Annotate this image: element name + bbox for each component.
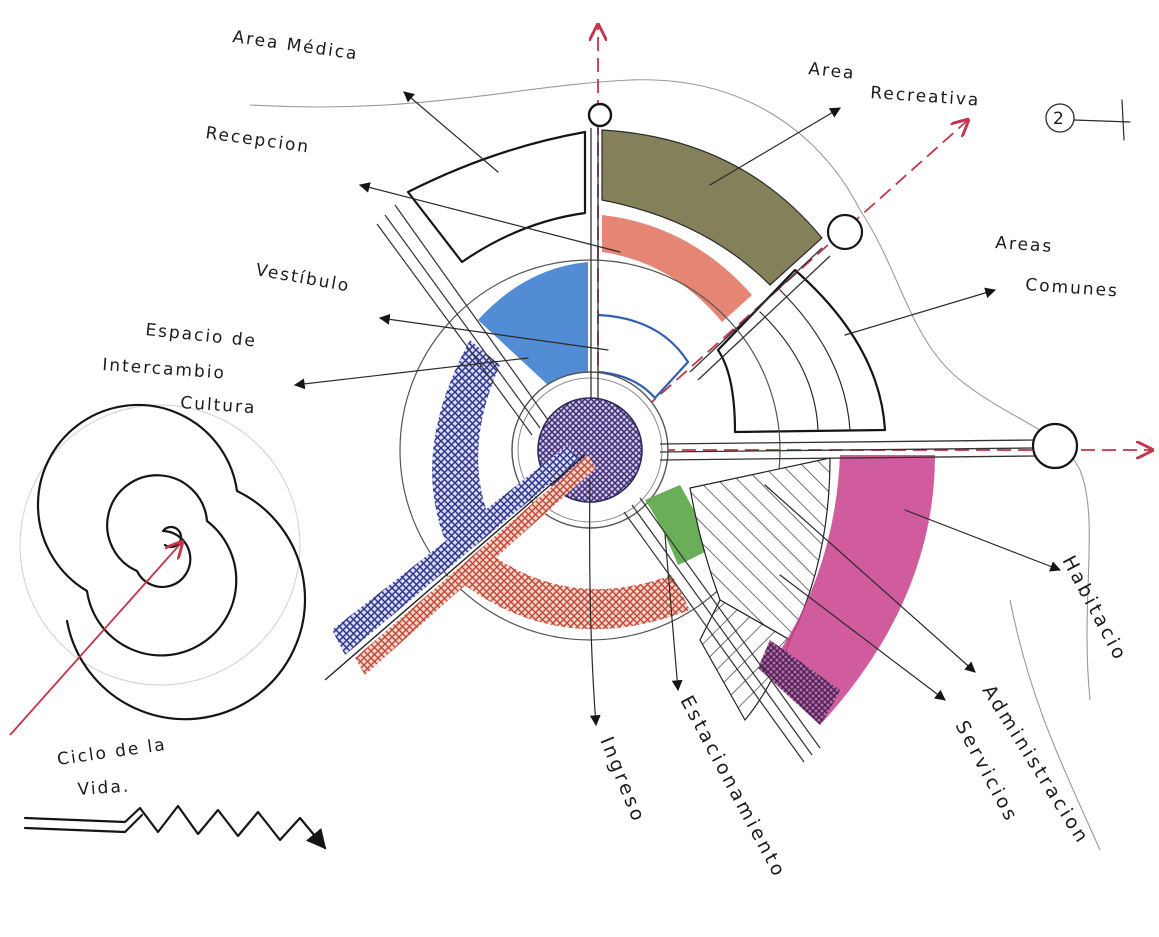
sheet-number-circle bbox=[1045, 103, 1075, 133]
label-habitaciones: Habitacio bbox=[1058, 552, 1132, 665]
wave-arrow bbox=[23, 804, 327, 850]
label-areas-comunes-2: Comunes bbox=[1025, 275, 1120, 301]
zone-estacionamiento bbox=[645, 485, 712, 565]
vestibulo-outline bbox=[597, 313, 690, 400]
corridor-northwest bbox=[376, 204, 549, 436]
zone-intercambio-cultura bbox=[432, 340, 500, 540]
ring-outer bbox=[399, 259, 781, 641]
label-area-recreativa-2: Recreativa bbox=[870, 83, 981, 111]
zone-ingreso bbox=[458, 552, 690, 630]
corridor-southeast bbox=[623, 497, 821, 763]
label-area-recreativa-1: Area bbox=[807, 59, 856, 84]
label-recepcion: Recepcion bbox=[204, 123, 311, 157]
sheet-number: 2 bbox=[1053, 109, 1066, 129]
label-ciclo-1: Ciclo de la bbox=[56, 735, 168, 770]
zone-area-medica bbox=[406, 130, 587, 264]
label-areas-comunes-1: Areas bbox=[995, 233, 1054, 257]
zone-areas-comunes bbox=[716, 268, 887, 434]
site-boundary bbox=[249, 79, 1091, 701]
corridor-southwest-red bbox=[355, 455, 596, 675]
corridor-southwest-line bbox=[324, 454, 586, 681]
access-node-northeast bbox=[826, 213, 864, 251]
label-area-medica: Area Médica bbox=[231, 27, 359, 64]
spiral-ciclo-de-la-vida bbox=[9, 403, 307, 736]
label-ingreso: Ingreso bbox=[595, 734, 650, 827]
corridor-east bbox=[659, 439, 1036, 461]
zone-habitaciones bbox=[770, 455, 935, 725]
label-estacionamiento: Estacionamiento bbox=[676, 692, 791, 882]
corridor-north bbox=[590, 128, 599, 398]
corridor-southwest-navy bbox=[332, 445, 578, 655]
label-espacio-2: Intercambio bbox=[102, 355, 227, 384]
zone-vestibulo bbox=[478, 262, 588, 385]
access-node-north bbox=[587, 102, 613, 128]
corridor-northeast bbox=[689, 247, 831, 381]
label-ciclo-2: Vida. bbox=[77, 776, 131, 800]
zone-habitaciones-hatched bbox=[758, 640, 840, 725]
label-vestibulo: Vestíbulo bbox=[254, 260, 352, 296]
zone-recepcion bbox=[602, 215, 752, 322]
zone-area-recreativa bbox=[602, 130, 822, 285]
access-node-east bbox=[1031, 422, 1079, 470]
label-espacio-1: Espacio de bbox=[144, 320, 257, 352]
label-espacio-3: Cultura bbox=[180, 393, 257, 418]
site-boundary-right bbox=[1009, 599, 1101, 851]
